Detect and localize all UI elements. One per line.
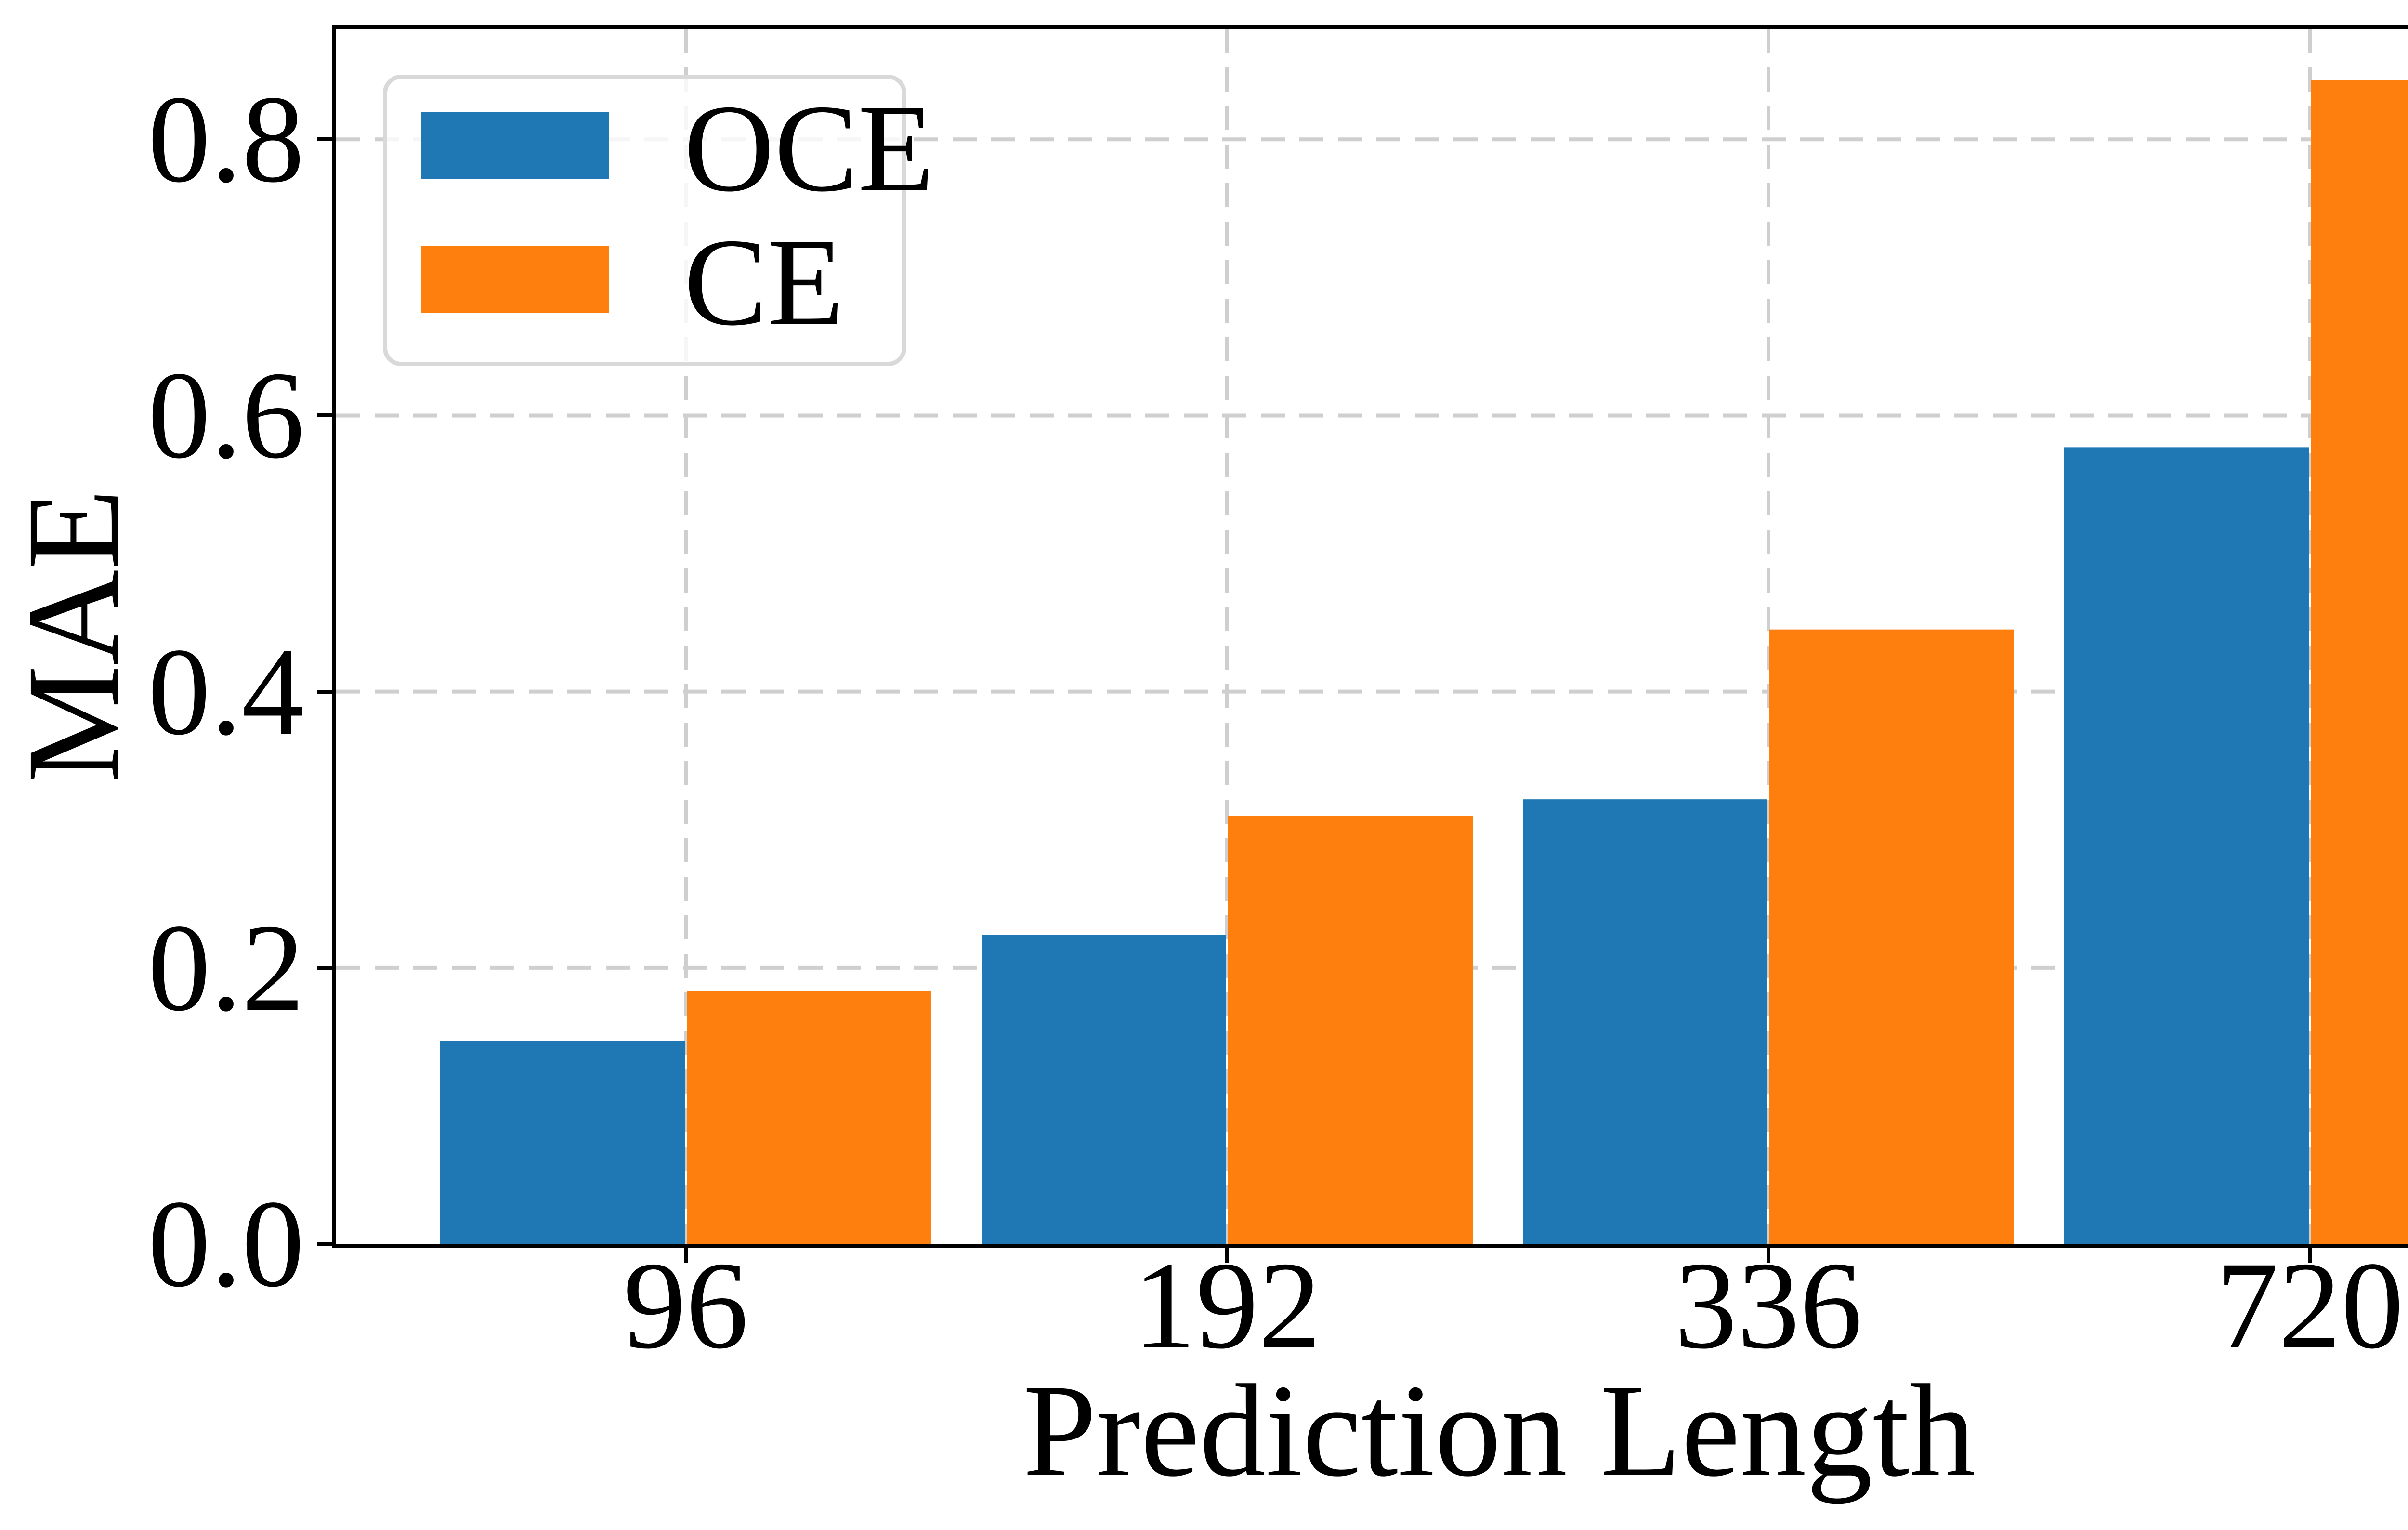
y-tick-mark <box>317 689 332 694</box>
y-tick-mark <box>317 137 332 142</box>
plot-area <box>332 25 2408 1248</box>
x-tick-label: 192 <box>1133 1236 1321 1375</box>
chart-canvas <box>336 29 2408 1244</box>
y-tick-mark <box>317 1242 332 1246</box>
legend: OCE CE <box>383 75 934 366</box>
y-tick-label: 0.0 <box>148 1174 304 1313</box>
legend-swatch-oce <box>421 112 609 179</box>
x-tick-label: 720 <box>2216 1236 2404 1375</box>
x-axis-label: Prediction Length <box>1022 1358 1976 1504</box>
y-tick-label: 0.2 <box>148 898 304 1037</box>
bar-ce-336 <box>1769 629 2014 1244</box>
x-tick-mark <box>2308 1248 2312 1263</box>
x-tick-label: 96 <box>623 1236 748 1375</box>
bar-ce-96 <box>687 991 931 1244</box>
bar-oce-336 <box>1523 799 1767 1244</box>
x-tick-mark <box>1225 1248 1229 1263</box>
bar-oce-720 <box>2064 447 2309 1244</box>
y-tick-mark <box>317 413 332 418</box>
bar-ce-192 <box>1228 816 1473 1244</box>
legend-swatch-ce <box>421 246 609 313</box>
legend-label-oce: OCE <box>684 79 934 218</box>
legend-label-ce: CE <box>684 213 844 352</box>
y-tick-mark <box>317 965 332 970</box>
bar-oce-192 <box>982 935 1226 1244</box>
y-tick-label: 0.8 <box>148 70 304 209</box>
bar-ce-720 <box>2311 80 2408 1244</box>
x-tick-label: 336 <box>1675 1236 1862 1375</box>
y-tick-label: 0.4 <box>148 622 304 761</box>
x-tick-mark <box>1767 1248 1770 1263</box>
x-tick-mark <box>684 1248 688 1263</box>
bar-oce-96 <box>440 1041 685 1244</box>
y-tick-label: 0.6 <box>148 346 304 485</box>
